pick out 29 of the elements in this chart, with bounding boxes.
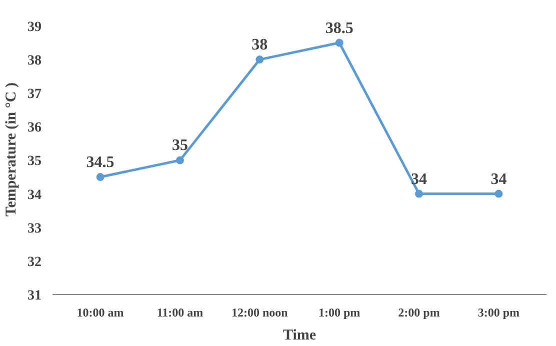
x-tick-label: 3:00 pm	[478, 306, 520, 320]
x-tick-label: 1:00 pm	[318, 306, 360, 320]
x-tick-label: 12:00 noon	[231, 306, 288, 320]
y-tick-label: 31	[28, 288, 42, 304]
data-label: 38	[252, 36, 268, 54]
point	[176, 156, 184, 164]
point	[96, 173, 104, 182]
x-tick-label: 2:00 pm	[398, 306, 440, 320]
y-tick-label: 34	[28, 188, 42, 203]
data-label: 34	[411, 170, 428, 188]
y-axis-title: Temperature (in °C )	[4, 82, 20, 216]
y-tick-label: 36	[28, 120, 42, 136]
x-tick-label: 11:00 am	[156, 306, 204, 320]
y-tick-label: 38	[28, 54, 42, 69]
x-axis-title: Time	[282, 328, 316, 344]
data-label: 38.5	[325, 20, 354, 37]
data-label: 34	[490, 170, 507, 188]
y-tick-label: 32	[28, 254, 42, 270]
point	[256, 56, 264, 64]
point	[335, 38, 344, 47]
point	[415, 190, 424, 198]
x-tick-label: 10:00 am	[76, 306, 124, 320]
data-label: 34.5	[86, 154, 114, 172]
y-tick-label: 35	[28, 154, 42, 170]
y-tick-label: 33	[28, 221, 42, 236]
y-tick-label: 39	[28, 20, 42, 35]
point	[494, 190, 503, 198]
data-label: 35	[172, 137, 188, 154]
y-tick-label: 37	[28, 87, 42, 102]
